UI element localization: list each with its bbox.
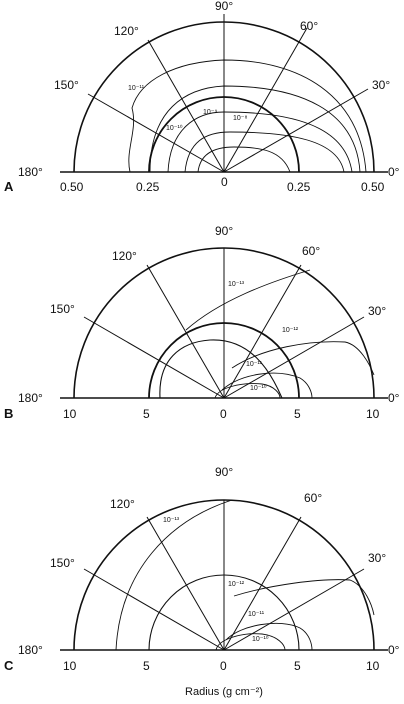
angle-label: 120° <box>112 249 137 263</box>
angle-label: 150° <box>50 556 75 570</box>
radius-tick-label: 10 <box>63 659 77 673</box>
spoke-60 <box>223 516 302 651</box>
spoke-30 <box>223 316 365 399</box>
angle-label: 90° <box>215 0 233 13</box>
angle-label: 120° <box>114 24 139 38</box>
radius-tick-label: 0 <box>220 407 227 421</box>
isodose-curve <box>214 383 281 399</box>
angle-label: 30° <box>372 78 390 92</box>
panel-b: 180° 150° 120° 90° 60° 30° 0° 10 5 0 5 1… <box>4 224 400 421</box>
panel-label: C <box>4 658 14 673</box>
panel-a: 180° 150° 120° 90° 60° 30° 0° 0.50 0.25 … <box>4 0 400 194</box>
radius-ring-5 <box>148 322 300 399</box>
panel-c: 180° 150° 120° 90° 60° 30° 0° 10 5 0 5 1… <box>4 465 400 673</box>
isodose-curve <box>215 633 286 651</box>
spoke-120 <box>147 39 225 173</box>
contour-label: 10⁻¹² <box>282 327 299 334</box>
isodose-curve <box>167 111 353 173</box>
contour-label: 10⁻⁹ <box>203 109 217 116</box>
contour-label: 10⁻⁸ <box>233 115 247 122</box>
radius-tick-label: 0 <box>221 175 228 189</box>
isodose-curve <box>159 339 283 399</box>
radius-tick-label: 10 <box>366 407 380 421</box>
isodose-curve <box>197 146 291 173</box>
angle-label: 150° <box>50 302 75 316</box>
isodose-curve <box>221 372 313 399</box>
isodose-curve <box>149 85 361 173</box>
contour-label: 10⁻¹¹ <box>128 85 145 92</box>
angle-label: 0° <box>388 643 400 657</box>
spoke-60 <box>223 264 302 399</box>
spoke-150 <box>83 316 225 399</box>
radius-tick-label: 5 <box>143 407 150 421</box>
spoke-150 <box>83 568 225 651</box>
contour-label: 10⁻¹¹ <box>246 361 263 368</box>
angle-label: 30° <box>368 551 386 565</box>
radius-tick-label: 5 <box>143 659 150 673</box>
contour-label: 10⁻¹⁰ <box>252 635 269 643</box>
contour-label: 10⁻¹⁰ <box>166 124 183 132</box>
angle-label: 180° <box>18 165 43 179</box>
radius-ring-5 <box>148 574 300 651</box>
angle-label: 180° <box>18 643 43 657</box>
angle-label: 120° <box>110 497 135 511</box>
angle-label: 0° <box>388 165 400 179</box>
spoke-30 <box>223 568 365 651</box>
radius-ring-0.25 <box>148 96 300 173</box>
radius-tick-label: 0 <box>220 659 227 673</box>
contour-label: 10⁻¹³ <box>228 281 245 288</box>
radius-tick-label: 5 <box>294 407 301 421</box>
angle-label: 60° <box>304 491 322 505</box>
contour-label: 10⁻¹³ <box>163 517 180 524</box>
panel-label: B <box>4 406 13 421</box>
angle-label: 150° <box>54 78 79 92</box>
isodose-curve <box>115 499 233 651</box>
angle-label: 180° <box>18 391 43 405</box>
contour-label: 10⁻¹⁰ <box>250 384 267 392</box>
isodose-curve <box>225 622 313 651</box>
isodose-curve <box>231 341 375 376</box>
angle-label: 60° <box>302 244 320 258</box>
angle-label: 90° <box>215 465 233 479</box>
contour-label: 10⁻¹² <box>228 581 245 588</box>
panel-label: A <box>4 179 14 194</box>
radius-tick-label: 5 <box>294 659 301 673</box>
radius-tick-label: 10 <box>366 659 380 673</box>
radius-tick-label: 0.50 <box>60 180 84 194</box>
spoke-120 <box>146 264 225 399</box>
spoke-30 <box>223 88 369 173</box>
isodose-curve <box>233 579 375 616</box>
axis-title: Radius (g cm⁻²) <box>185 686 263 698</box>
angle-label: 0° <box>388 391 400 405</box>
isodose-curve <box>184 131 345 173</box>
angle-label: 90° <box>215 224 233 238</box>
radius-tick-label: 0.25 <box>287 180 311 194</box>
spoke-60 <box>223 27 308 173</box>
angle-label: 30° <box>368 304 386 318</box>
radius-tick-label: 0.25 <box>136 180 160 194</box>
isodose-curve <box>128 59 367 173</box>
contour-label: 10⁻¹¹ <box>248 611 265 618</box>
angle-label: 60° <box>300 19 318 33</box>
spoke-120 <box>146 516 225 651</box>
isodose-curve <box>185 269 311 331</box>
radius-tick-label: 0.50 <box>361 180 385 194</box>
radius-tick-label: 10 <box>63 407 77 421</box>
